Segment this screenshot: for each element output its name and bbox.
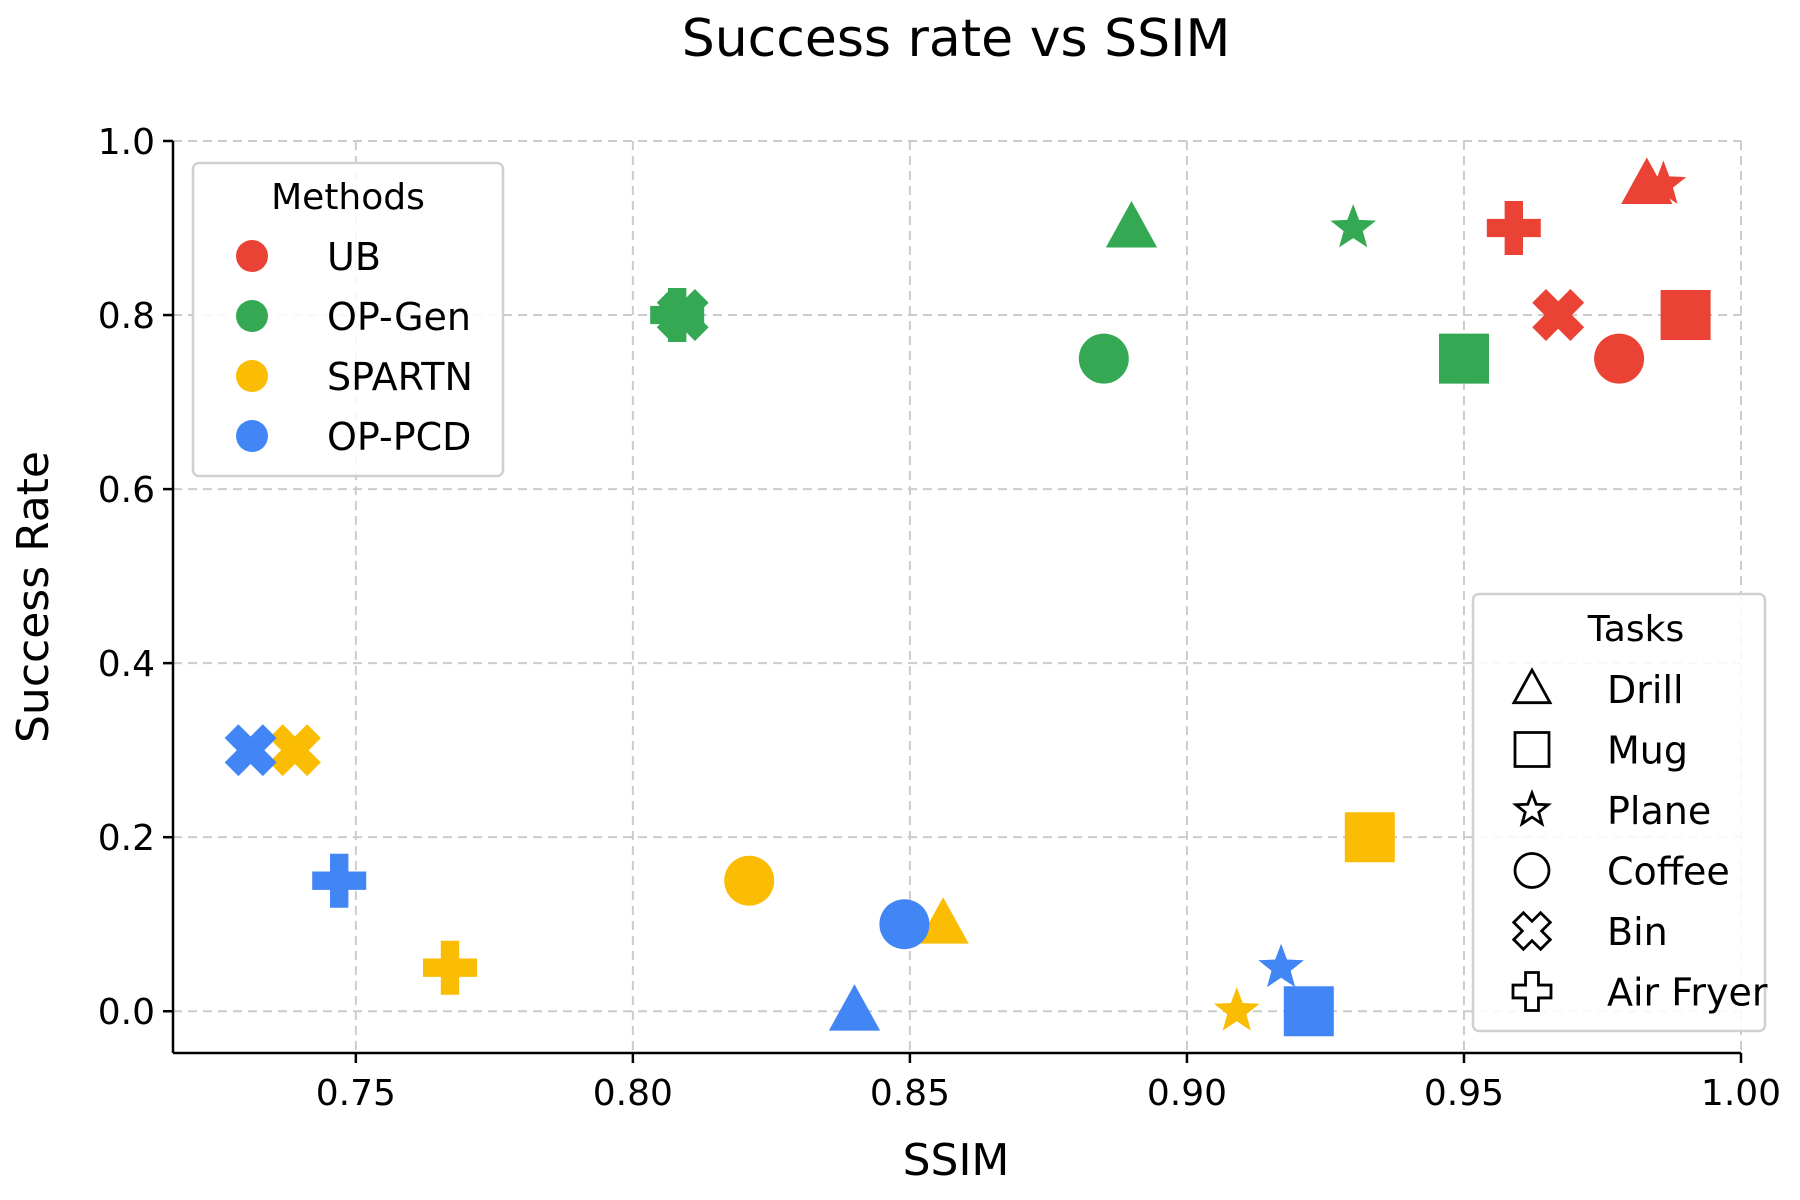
data-point-spartn-mug: [1344, 812, 1395, 863]
data-point-op-gen-mug: [1439, 333, 1489, 384]
x-axis-label: SSIM: [903, 1135, 1010, 1186]
data-point-op-gen-drill: [1105, 201, 1158, 248]
y-tick-label: 0.6: [98, 470, 155, 511]
legend-method-label: OP-Gen: [327, 295, 471, 339]
points-layer: [224, 157, 1711, 1037]
x-tick-label: 0.95: [1424, 1073, 1504, 1114]
x-tick-label: 0.85: [870, 1073, 950, 1114]
y-tick-label: 0.8: [98, 296, 155, 337]
legend-method-swatch: [236, 360, 268, 392]
y-tick-label: 1.0: [98, 122, 155, 163]
x-tick-label: 0.75: [316, 1073, 396, 1114]
data-point-op-pcd-coffee: [879, 899, 930, 950]
legend-task-label: Mug: [1607, 729, 1688, 773]
legend-method-label: SPARTN: [327, 355, 473, 399]
legend-task-label: Air Fryer: [1607, 971, 1768, 1015]
legend-task-marker-star: [1512, 789, 1552, 827]
legend-task-marker-square: [1513, 731, 1551, 768]
legend-task-label: Drill: [1607, 668, 1684, 712]
data-point-spartn-coffee: [724, 855, 775, 906]
legend-task-marker-circle: [1513, 852, 1551, 889]
data-point-ub-air-fryer: [1486, 201, 1541, 255]
y-axis-label: Success Rate: [8, 451, 59, 743]
legend-methods: Methods UB OP-Gen SPARTN OP-PCD: [191, 161, 505, 478]
legend-method-swatch: [236, 240, 268, 272]
data-point-op-gen-plane: [1330, 204, 1377, 248]
grid-layer: [173, 140, 1742, 1053]
legend-task-marker-plus: [1511, 971, 1553, 1012]
data-point-ub-mug: [1660, 290, 1711, 340]
legend-task-label: Plane: [1607, 789, 1711, 833]
data-point-spartn-bin: [268, 724, 321, 777]
ticks-layer: 0.75 0.80 0.85 0.90 0.95 1.00 0.0 0.2 0.4 0.6 0.8 1…: [98, 122, 1781, 1114]
x-tick-label: 0.80: [593, 1073, 673, 1114]
chart-title: Success rate vs SSIM: [682, 9, 1231, 69]
y-tick-label: 0.2: [98, 818, 155, 859]
legend-method-label: UB: [327, 235, 381, 279]
x-tick-label: 0.90: [1147, 1073, 1227, 1114]
legend-task-marker-x: [1511, 910, 1553, 952]
data-point-op-pcd-bin: [224, 724, 277, 777]
y-tick-label: 0.0: [98, 992, 155, 1033]
legend-methods-title: Methods: [271, 177, 425, 218]
legend-method-swatch: [236, 420, 268, 452]
legend-task-marker-triangle: [1511, 667, 1553, 705]
legend-tasks-title: Tasks: [1587, 609, 1684, 650]
data-point-ub-coffee: [1594, 333, 1645, 384]
data-point-spartn-drill: [917, 897, 969, 944]
data-point-op-gen-air-fryer: [650, 288, 705, 342]
data-point-spartn-air-fryer: [423, 940, 477, 995]
y-tick-label: 0.4: [98, 644, 155, 685]
axes-layer: [171, 141, 1741, 1055]
data-point-op-pcd-drill: [828, 984, 881, 1031]
legend-methods-frame: [191, 161, 505, 478]
legend-tasks: Tasks Drill Mug Plane Coffee Bin Air Fryer: [1471, 592, 1768, 1033]
legend-task-label: Bin: [1607, 910, 1668, 954]
data-point-op-gen-coffee: [1078, 333, 1129, 384]
data-point-ub-plane: [1640, 160, 1687, 204]
data-point-op-pcd-plane: [1258, 943, 1304, 988]
legend-method-swatch: [236, 300, 268, 332]
data-point-spartn-plane: [1213, 987, 1260, 1031]
data-point-op-pcd-air-fryer: [312, 853, 367, 908]
data-point-ub-bin: [1532, 289, 1585, 341]
x-tick-label: 1.00: [1701, 1073, 1781, 1114]
data-point-op-pcd-mug: [1283, 986, 1334, 1037]
legend-method-label: OP-PCD: [327, 415, 471, 459]
legend-task-label: Coffee: [1607, 850, 1730, 894]
